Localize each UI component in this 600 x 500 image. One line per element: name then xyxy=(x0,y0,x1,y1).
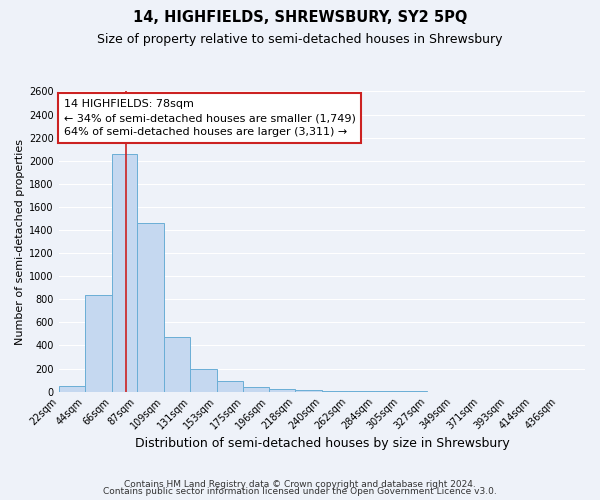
Bar xyxy=(190,368,217,392)
Bar xyxy=(375,391,400,392)
Bar xyxy=(244,387,269,392)
Bar xyxy=(85,294,112,392)
Text: Contains public sector information licensed under the Open Government Licence v3: Contains public sector information licen… xyxy=(103,487,497,496)
Bar xyxy=(164,338,190,392)
Text: Contains HM Land Registry data © Crown copyright and database right 2024.: Contains HM Land Registry data © Crown c… xyxy=(124,480,476,489)
Bar xyxy=(59,386,85,392)
Bar xyxy=(112,154,137,392)
Bar xyxy=(217,382,244,392)
Bar xyxy=(295,390,322,392)
Y-axis label: Number of semi-detached properties: Number of semi-detached properties xyxy=(15,138,25,344)
X-axis label: Distribution of semi-detached houses by size in Shrewsbury: Distribution of semi-detached houses by … xyxy=(134,437,509,450)
Text: 14 HIGHFIELDS: 78sqm
← 34% of semi-detached houses are smaller (1,749)
64% of se: 14 HIGHFIELDS: 78sqm ← 34% of semi-detac… xyxy=(64,99,356,137)
Bar xyxy=(269,390,295,392)
Text: 14, HIGHFIELDS, SHREWSBURY, SY2 5PQ: 14, HIGHFIELDS, SHREWSBURY, SY2 5PQ xyxy=(133,10,467,25)
Bar xyxy=(322,390,349,392)
Bar xyxy=(137,223,164,392)
Text: Size of property relative to semi-detached houses in Shrewsbury: Size of property relative to semi-detach… xyxy=(97,32,503,46)
Bar xyxy=(349,391,375,392)
